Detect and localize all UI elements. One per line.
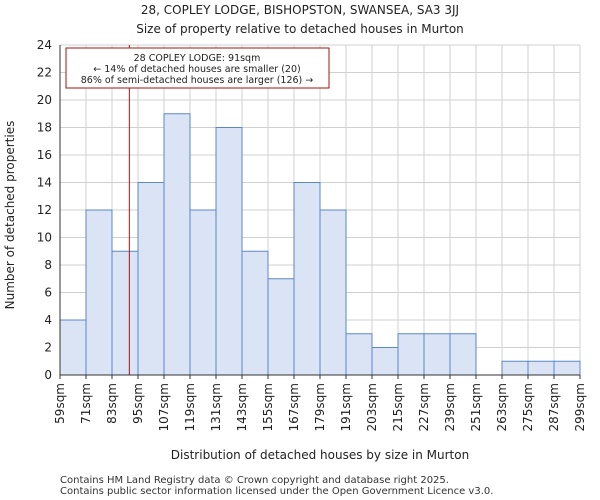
x-tick-label: 155sqm	[261, 383, 275, 431]
x-tick-label: 215sqm	[391, 383, 405, 431]
x-tick-label: 83sqm	[105, 383, 119, 424]
histogram-bar	[449, 333, 477, 376]
y-tick-label: 24	[37, 38, 52, 52]
x-tick-label: 95sqm	[131, 383, 145, 424]
histogram-bar	[553, 360, 581, 376]
histogram-bar	[215, 127, 243, 376]
x-tick-label: 191sqm	[339, 383, 353, 431]
histogram-bar	[345, 333, 373, 376]
histogram-bar	[59, 319, 87, 376]
x-tick-label: 167sqm	[287, 383, 301, 431]
annotation-frame	[65, 47, 330, 89]
x-tick-label: 227sqm	[417, 383, 431, 431]
histogram-bar	[527, 360, 555, 376]
x-tick-label: 203sqm	[365, 383, 379, 431]
y-tick-label: 0	[44, 368, 52, 382]
histogram-bar	[137, 182, 165, 376]
y-tick-label: 12	[37, 203, 52, 217]
chart-title-line1: 28, COPLEY LODGE, BISHOPSTON, SWANSEA, S…	[141, 3, 459, 17]
histogram-bar	[293, 182, 321, 376]
annotation-line1: 28 COPLEY LODGE: 91sqm	[134, 53, 261, 64]
y-tick-label: 6	[44, 286, 52, 300]
histogram-bar	[241, 250, 269, 376]
annotation-line2: ← 14% of detached houses are smaller (20…	[93, 64, 300, 75]
x-tick-labels: 59sqm 71sqm 83sqm 95sqm 107sqm 119sqm 131sqm 14…	[53, 383, 587, 431]
x-tick-label: 287sqm	[547, 383, 561, 431]
x-tick-label: 143sqm	[235, 383, 249, 431]
x-tick-label: 107sqm	[157, 383, 171, 431]
chart-title-line2: Size of property relative to detached ho…	[136, 22, 464, 36]
bars	[59, 113, 581, 376]
footer-line2: Contains public sector information licen…	[60, 486, 494, 497]
x-tick-label: 299sqm	[573, 383, 587, 431]
histogram-bar	[319, 209, 347, 376]
histogram-bar	[111, 250, 139, 376]
histogram-bar	[163, 113, 191, 376]
y-tick-label: 10	[37, 231, 52, 245]
x-tick-label: 179sqm	[313, 383, 327, 431]
y-tick-label: 22	[37, 66, 52, 80]
histogram-bar	[189, 209, 217, 376]
histogram-bar	[85, 209, 113, 376]
y-tick-label: 20	[37, 93, 52, 107]
x-tick-label: 275sqm	[521, 383, 535, 431]
x-tick-label: 263sqm	[495, 383, 509, 431]
y-tick-label: 14	[37, 176, 52, 190]
y-tick-label: 18	[37, 121, 52, 135]
x-tick-label: 59sqm	[53, 383, 67, 424]
x-tick-label: 239sqm	[443, 383, 457, 431]
annotation-line3: 86% of semi-detached houses are larger (…	[81, 75, 314, 86]
x-axis-label: Distribution of detached houses by size …	[171, 448, 469, 462]
footer-line1: Contains HM Land Registry data © Crown c…	[60, 475, 449, 486]
histogram-bar	[423, 333, 451, 376]
x-tick-label: 131sqm	[209, 383, 223, 431]
y-tick-label: 8	[44, 258, 52, 272]
histogram-bar	[371, 347, 399, 376]
y-tick-label: 4	[44, 313, 52, 327]
axes	[59, 45, 581, 379]
x-tick-label: 119sqm	[183, 383, 197, 431]
x-tick-label: 251sqm	[469, 383, 483, 431]
histogram-bar	[501, 360, 529, 376]
y-axis-label: Number of detached properties	[3, 121, 17, 310]
x-tick-label: 71sqm	[79, 383, 93, 424]
histogram-bar	[397, 333, 425, 376]
histogram-bar	[267, 278, 295, 376]
y-tick-label: 16	[37, 148, 52, 162]
annotation-box: 28 COPLEY LODGE: 91sqm ← 14% of detached…	[65, 47, 330, 89]
y-tick-label: 2	[44, 341, 52, 355]
